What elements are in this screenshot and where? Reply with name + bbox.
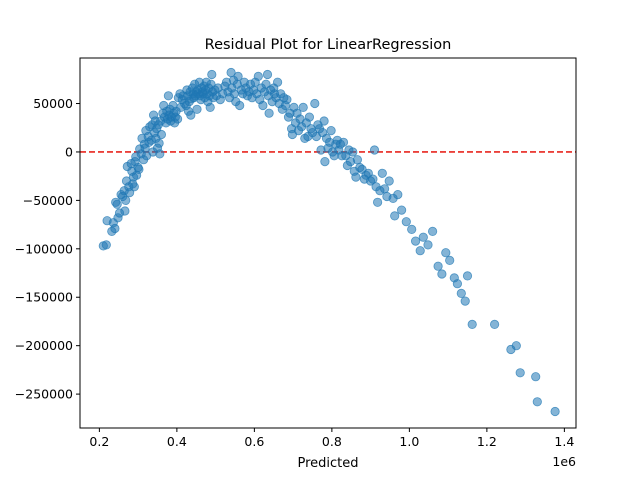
data-point <box>445 255 455 265</box>
data-point <box>121 195 131 205</box>
data-point <box>262 69 273 80</box>
data-point <box>396 205 407 215</box>
data-point <box>253 71 263 82</box>
data-point <box>264 108 274 118</box>
x-axis-offset-label: 1e6 <box>552 454 576 469</box>
data-point <box>319 116 329 126</box>
x-tick-label: 1.0 <box>399 434 419 449</box>
data-point <box>310 98 320 109</box>
data-point <box>129 182 139 192</box>
data-point <box>173 114 183 124</box>
data-point <box>348 147 358 157</box>
data-point <box>101 240 111 250</box>
data-point <box>112 199 122 209</box>
data-point <box>427 226 438 236</box>
data-point <box>233 71 243 82</box>
data-point <box>351 172 361 182</box>
data-point <box>532 397 542 407</box>
data-point <box>550 406 560 417</box>
data-point <box>192 104 202 114</box>
x-axis-ticks: 0.2 0.4 0.6 0.8 1.0 1.2 1.4 <box>89 428 574 449</box>
data-point <box>134 164 144 174</box>
data-point <box>467 319 477 329</box>
data-point <box>372 197 383 207</box>
data-point <box>418 232 428 242</box>
data-point <box>531 372 541 382</box>
data-point <box>338 137 349 147</box>
data-point <box>110 223 120 234</box>
plot-frame <box>79 57 577 429</box>
data-point <box>489 319 500 329</box>
data-point <box>298 102 308 113</box>
y-tick-label: 50000 <box>33 96 73 111</box>
x-tick-label: 0.8 <box>322 434 342 449</box>
data-point <box>441 248 451 258</box>
data-point <box>205 102 215 113</box>
data-point <box>415 246 425 256</box>
data-point <box>272 77 283 87</box>
y-tick-label: −100000 <box>15 241 73 256</box>
data-point <box>462 271 473 281</box>
data-point <box>120 206 130 216</box>
x-tick-label: 0.4 <box>167 434 187 449</box>
y-tick-label: −50000 <box>23 193 73 208</box>
data-point <box>368 174 378 184</box>
data-point <box>401 217 411 227</box>
data-point <box>511 341 521 351</box>
x-axis-label: Predicted <box>297 456 358 471</box>
data-point <box>379 184 390 194</box>
data-point <box>235 100 245 111</box>
data-point <box>155 149 165 159</box>
data-point <box>452 279 462 289</box>
y-tick-label: −200000 <box>15 338 73 353</box>
data-point <box>156 129 166 140</box>
data-point <box>460 296 470 306</box>
data-point <box>423 240 433 250</box>
data-point <box>320 157 330 167</box>
data-point <box>515 368 525 378</box>
data-point <box>390 211 400 221</box>
data-point <box>186 110 196 120</box>
data-point <box>377 168 387 178</box>
data-point <box>437 269 447 279</box>
data-point <box>433 261 443 271</box>
data-point <box>352 155 362 165</box>
data-point <box>456 288 466 298</box>
data-point <box>154 138 164 148</box>
data-point <box>304 112 314 122</box>
data-point <box>410 236 421 246</box>
scatter-points <box>98 67 560 417</box>
x-tick-label: 0.6 <box>244 434 264 449</box>
y-tick-label: −250000 <box>15 387 73 402</box>
data-point <box>326 126 336 136</box>
data-point <box>369 145 380 155</box>
y-axis-ticks: −250000 −200000 −150000 −100000 −50000 0 50000 <box>15 96 80 402</box>
x-tick-label: 0.2 <box>89 434 109 449</box>
data-point <box>207 69 217 80</box>
data-point <box>384 176 394 186</box>
x-tick-label: 1.2 <box>477 434 497 449</box>
x-tick-label: 1.4 <box>554 434 574 449</box>
y-tick-label: −150000 <box>15 290 73 305</box>
data-point <box>163 91 173 101</box>
data-point <box>393 190 403 200</box>
y-tick-label: 0 <box>65 144 73 159</box>
data-point <box>258 100 268 111</box>
chart-title: Residual Plot for LinearRegression <box>205 37 452 53</box>
data-point <box>407 224 417 234</box>
data-point <box>282 95 292 105</box>
